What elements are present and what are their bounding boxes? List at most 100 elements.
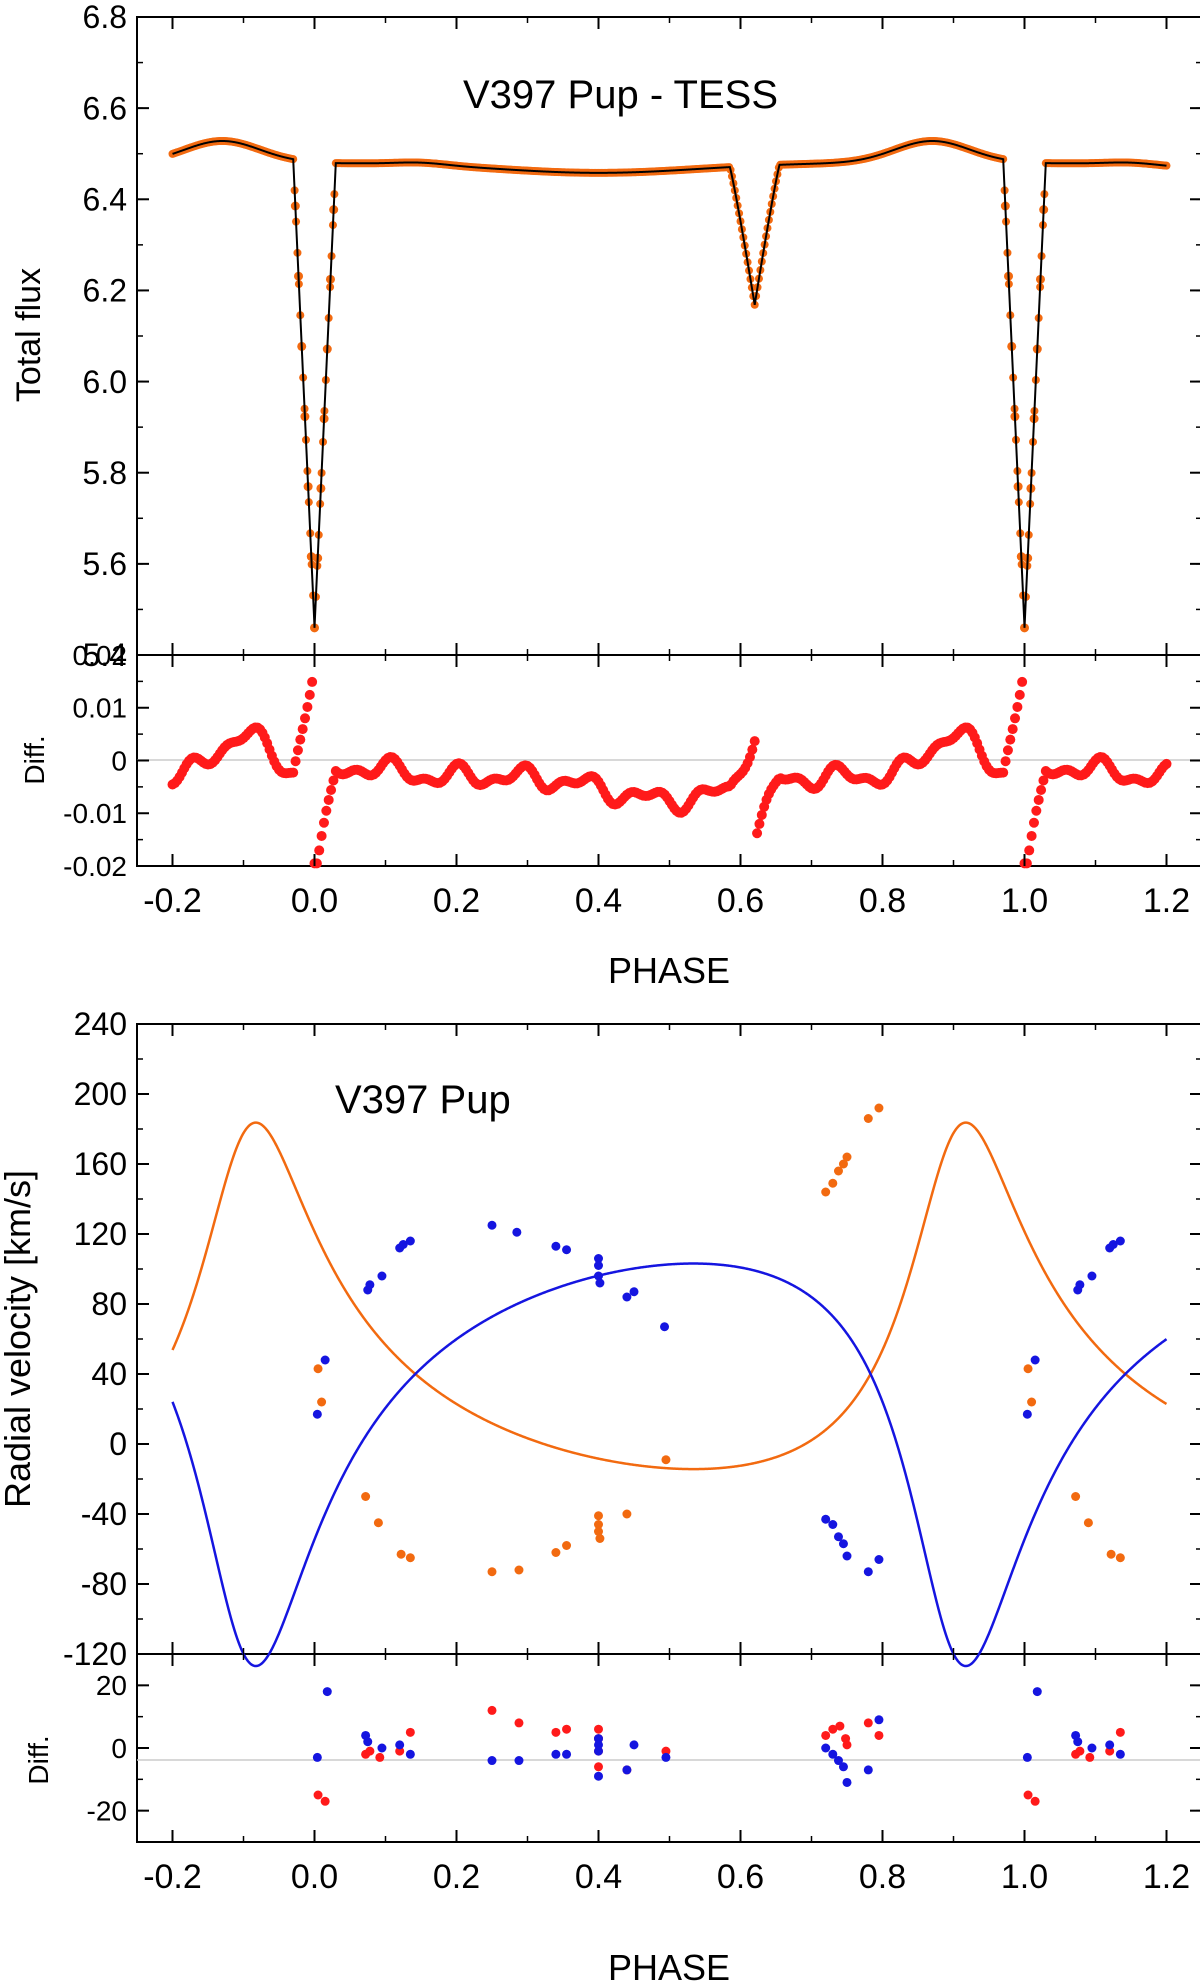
rv-primary-point bbox=[595, 1534, 605, 1543]
rv-secondary-residual-point bbox=[405, 1749, 415, 1759]
lc-residual-point bbox=[288, 767, 299, 778]
rv-secondary-point bbox=[821, 1514, 831, 1524]
rv-x-tick-label: 0.4 bbox=[575, 1858, 622, 1896]
rv-primary-residual-point bbox=[1105, 1746, 1115, 1756]
lc-residual-point bbox=[1010, 713, 1021, 724]
rv-primary-residual-point bbox=[594, 1724, 603, 1734]
rv-secondary-point bbox=[594, 1261, 603, 1270]
lc-residual-point bbox=[290, 756, 301, 767]
rv-x-tick-label: 1.0 bbox=[1001, 1858, 1048, 1896]
rv-residual-y-tick-label: 20 bbox=[96, 1670, 127, 1701]
lc-residual-point bbox=[300, 713, 311, 724]
lc-residual-point bbox=[1161, 758, 1172, 769]
lc-residual-point bbox=[1002, 745, 1013, 756]
rv-primary-residual-point bbox=[365, 1746, 375, 1756]
rv-x-tick-label: 0.2 bbox=[433, 1858, 480, 1896]
rv-secondary-residual-point bbox=[1087, 1743, 1097, 1753]
lc-model-curve bbox=[172, 139, 1167, 628]
rv-data-points bbox=[312, 1103, 1125, 1577]
lc-title: V397 Pup - TESS bbox=[463, 73, 778, 117]
rv-primary-point bbox=[1071, 1492, 1081, 1501]
rv-primary-point bbox=[1027, 1397, 1037, 1407]
rv-secondary-residual-point bbox=[377, 1743, 387, 1753]
rv-primary-point bbox=[551, 1548, 561, 1557]
rv-primary-residual-point bbox=[1115, 1727, 1125, 1737]
lc-residual-point bbox=[747, 744, 758, 755]
lc-y-tick-label: 5.6 bbox=[83, 546, 127, 582]
rv-secondary-point bbox=[833, 1532, 843, 1542]
lc-xlabel: PHASE bbox=[608, 950, 730, 991]
lc-x-tick-label: 0.2 bbox=[433, 882, 480, 920]
rv-secondary-point bbox=[594, 1254, 603, 1263]
lc-residual-point bbox=[326, 785, 337, 796]
lc-residual-point bbox=[1031, 805, 1042, 816]
lc-residual-point bbox=[311, 858, 322, 869]
lc-residual-point bbox=[295, 734, 306, 745]
rv-primary-residual-point bbox=[842, 1740, 852, 1750]
lc-y-tick-label: 5.8 bbox=[83, 455, 127, 491]
rv-secondary-point bbox=[660, 1322, 670, 1332]
rv-plot-frame bbox=[136, 1023, 1200, 1655]
rv-secondary-residual-point bbox=[312, 1752, 322, 1762]
lc-x-tick-label: 1.2 bbox=[1143, 882, 1190, 920]
rv-secondary-point bbox=[312, 1409, 322, 1419]
rv-secondary-residual-point bbox=[487, 1756, 497, 1766]
rv-residual-points bbox=[312, 1687, 1125, 1806]
lc-x-tick-label: 1.0 bbox=[1001, 882, 1048, 920]
lc-x-tick-label: 0.8 bbox=[859, 882, 906, 920]
lc-residual-point bbox=[302, 701, 313, 712]
rv-primary-point bbox=[874, 1103, 884, 1113]
rv-primary-point bbox=[594, 1520, 603, 1529]
rv-residual-y-tick-label: 0 bbox=[111, 1733, 127, 1764]
lc-residual-point bbox=[1017, 676, 1028, 687]
lc-residual-point bbox=[1000, 756, 1011, 767]
lc-x-tick-label: 0.6 bbox=[717, 882, 764, 920]
rv-primary-residual-point bbox=[828, 1724, 838, 1734]
rv-secondary-point bbox=[512, 1227, 522, 1237]
rv-primary-point bbox=[838, 1159, 848, 1169]
rv-y-tick-label: 80 bbox=[91, 1286, 127, 1322]
tick-labels: 5.4 5.6 5.8 6.0 6.2 6.4 6.6 6.8 -0.02 -0.01 0 0.01 0… bbox=[63, 0, 1190, 1896]
rv-x-tick-label: 0.6 bbox=[717, 1858, 764, 1896]
lc-residual-point bbox=[323, 794, 334, 805]
lc-residual-ylabel: Diff. bbox=[19, 735, 50, 784]
rv-secondary-residual-point bbox=[838, 1762, 848, 1772]
rv-x-tick-label: -0.2 bbox=[143, 1858, 202, 1896]
lc-residual-point bbox=[321, 805, 332, 816]
rv-primary-point bbox=[562, 1541, 572, 1550]
rv-primary-point bbox=[821, 1187, 831, 1197]
rv-secondary-residual-point bbox=[833, 1756, 843, 1766]
rv-primary-point bbox=[1115, 1553, 1125, 1563]
rv-y-tick-label: 240 bbox=[74, 1006, 127, 1042]
rv-secondary-point bbox=[1108, 1240, 1118, 1249]
rv-secondary-point bbox=[398, 1240, 408, 1249]
lc-residual-y-tick-label: 0 bbox=[111, 745, 127, 776]
rv-primary-residual-point bbox=[594, 1762, 603, 1772]
rv-secondary-residual-point bbox=[874, 1715, 884, 1725]
rv-primary-residual-point bbox=[375, 1752, 385, 1762]
rv-primary-residual-point bbox=[514, 1718, 524, 1728]
rv-secondary-residual-point bbox=[661, 1752, 671, 1762]
rv-primary-residual-point bbox=[487, 1705, 497, 1715]
lc-residual-point bbox=[1012, 701, 1023, 712]
rv-primary-residual-point bbox=[874, 1730, 884, 1740]
rv-primary-residual-point bbox=[661, 1746, 671, 1756]
lc-y-tick-label: 6.8 bbox=[83, 0, 127, 35]
rv-secondary-point bbox=[594, 1271, 603, 1281]
rv-primary-residual-point bbox=[835, 1721, 845, 1731]
rv-x-tick-label: 1.2 bbox=[1143, 1858, 1190, 1896]
lc-y-tick-label: 6.4 bbox=[83, 181, 127, 217]
rv-residual-y-tick-label: -20 bbox=[87, 1795, 127, 1826]
rv-primary-point bbox=[317, 1397, 327, 1407]
rv-y-tick-label: -80 bbox=[81, 1566, 127, 1602]
rv-xlabel: PHASE bbox=[608, 1947, 730, 1984]
rv-secondary-residual-point bbox=[842, 1777, 852, 1787]
lc-residual-point bbox=[1014, 689, 1025, 700]
rv-y-tick-label: 120 bbox=[74, 1216, 127, 1252]
lc-residual-y-tick-label: -0.01 bbox=[63, 798, 127, 829]
lc-y-tick-label: 6.2 bbox=[83, 273, 127, 309]
rv-y-tick-label: 200 bbox=[74, 1076, 127, 1112]
lc-residual-point bbox=[297, 724, 308, 735]
rv-primary-residual-point bbox=[562, 1724, 572, 1734]
rv-primary-point bbox=[1106, 1549, 1116, 1559]
